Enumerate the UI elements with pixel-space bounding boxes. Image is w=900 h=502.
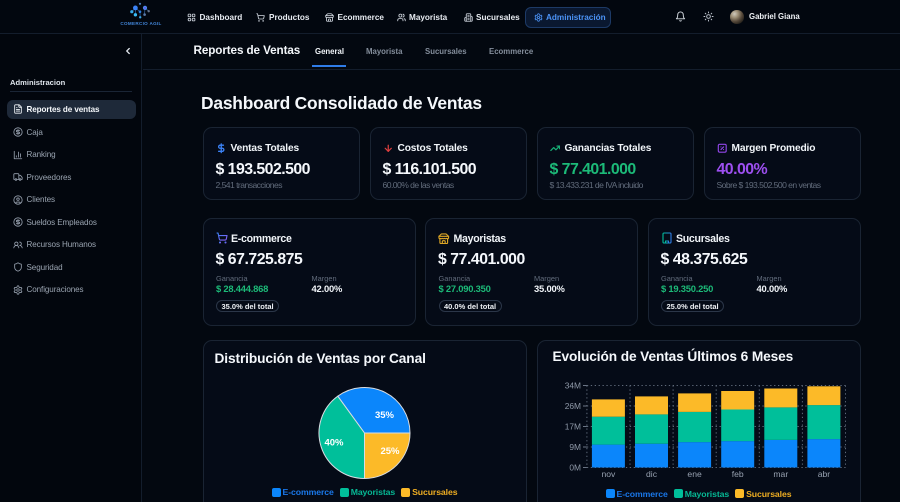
- svg-text:17M: 17M: [564, 421, 580, 431]
- svg-text:dic: dic: [646, 469, 658, 479]
- svg-text:34M: 34M: [564, 380, 580, 390]
- svg-text:ene: ene: [687, 469, 702, 479]
- svg-text:9M: 9M: [569, 442, 581, 452]
- svg-text:feb: feb: [731, 469, 743, 479]
- svg-text:40%: 40%: [324, 437, 344, 448]
- svg-text:abr: abr: [817, 469, 830, 479]
- svg-text:25%: 25%: [380, 446, 400, 457]
- svg-text:nov: nov: [601, 469, 616, 479]
- svg-text:0M: 0M: [569, 462, 581, 472]
- svg-text:mar: mar: [773, 469, 788, 479]
- svg-text:26M: 26M: [564, 401, 580, 411]
- svg-text:35%: 35%: [374, 410, 394, 421]
